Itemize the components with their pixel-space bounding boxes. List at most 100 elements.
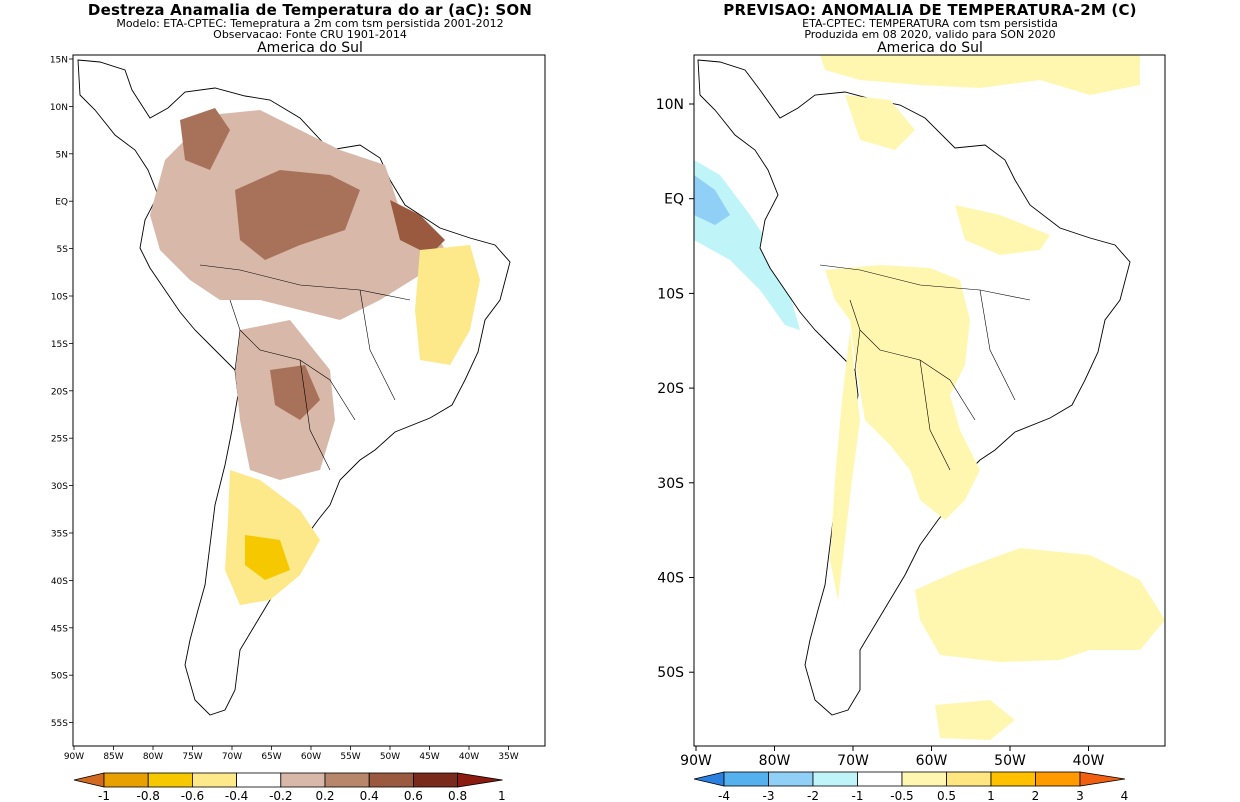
lat-tick-label: 45S — [51, 624, 68, 634]
anomaly-yellow-caribbean — [820, 55, 1140, 95]
lat-tick-label: 40S — [51, 577, 68, 587]
lat-tick-label: 15S — [51, 340, 68, 350]
right-map-content — [694, 55, 1165, 740]
anomaly-yellow-atlantic — [915, 548, 1165, 662]
lat-tick-label: 15N — [50, 56, 68, 66]
colorbar-swatch — [324, 772, 370, 788]
lon-tick-label: 40W — [459, 752, 479, 762]
skill-yellow-patagonia — [225, 470, 320, 605]
colorbar-swatch — [946, 771, 992, 787]
colorbar-label: 0.5 — [937, 789, 956, 802]
colorbar-label: -3 — [763, 789, 775, 802]
colorbar-swatch — [191, 772, 237, 788]
colorbar-swatch — [990, 771, 1036, 787]
lat-tick-label: 25S — [51, 435, 68, 445]
lat-tick-label: 10N — [50, 103, 68, 113]
anomaly-yellow-andes — [830, 330, 860, 600]
colorbar-swatch — [723, 771, 769, 787]
anomaly-blue-pacific — [694, 175, 730, 225]
colorbar-label: -0.2 — [269, 789, 292, 802]
skill-map-panel: Destreza Anamalia de Temperatura do ar (… — [50, 1, 546, 802]
colorbar-arrow-low — [73, 772, 105, 788]
lon-tick-label: 55W — [340, 752, 360, 762]
skill-dark-coast — [390, 200, 445, 255]
colorbar-arrow-low — [693, 771, 725, 787]
lat-tick-label: 5S — [57, 245, 69, 255]
lon-tick-label: 70W — [222, 752, 242, 762]
colorbar-label: 0.2 — [315, 789, 334, 802]
lon-tick-label: 80W — [143, 752, 163, 762]
right-region-label: America do Sul — [877, 40, 983, 56]
colorbar-label: 1 — [987, 789, 995, 802]
lat-tick-label: 30S — [657, 476, 684, 492]
skill-yellow-northeast — [415, 245, 480, 365]
left-map-svg: 15N 10N 5N EQ 5S 10S 15S 20S 25S 30S 35S 40S 45S 50S 5… — [50, 54, 546, 802]
colorbar-label: -0.8 — [136, 789, 159, 802]
country-borders — [199, 264, 411, 471]
right-subtitle-model: ETA-CPTEC: TEMPERATURA com tsm persistid… — [802, 17, 1058, 30]
left-map-frame — [72, 54, 546, 747]
lat-tick-label: 10N — [656, 97, 684, 113]
colorbar-label: 0.8 — [448, 789, 467, 802]
colorbar-swatch — [103, 772, 149, 788]
lon-tick-label: 75W — [182, 752, 202, 762]
left-subtitle-model: Modelo: ETA-CPTEC: Temepratura a 2m com … — [116, 17, 504, 30]
colorbar-label: -1 — [98, 789, 110, 802]
lon-tick-label: 70W — [837, 753, 869, 769]
lon-tick-label: 50W — [994, 753, 1026, 769]
colorbar-swatch — [412, 772, 458, 788]
lat-tick-label: 20S — [51, 387, 68, 397]
colorbar-swatch — [857, 771, 903, 787]
lon-tick-label: 45W — [419, 752, 439, 762]
skill-dark-nw — [180, 108, 230, 170]
lon-tick-label: 60W — [916, 753, 948, 769]
colorbar-label: 4 — [1121, 789, 1129, 802]
lat-tick-label: 35S — [51, 530, 68, 540]
colorbar-swatch — [147, 772, 193, 788]
lat-tick-label: 5N — [56, 150, 68, 160]
lat-tick-label: 50S — [51, 672, 68, 682]
lon-tick-label: 90W — [64, 752, 84, 762]
lat-tick-label: 40S — [657, 571, 684, 587]
right-title: PREVISAO: ANOMALIA DE TEMPERATURA-2M (C) — [723, 1, 1137, 19]
anomaly-yellow-amazon — [955, 205, 1050, 255]
colorbar-swatch — [768, 771, 814, 787]
lon-tick-label: 65W — [261, 752, 281, 762]
left-subtitle-observation: Observacao: Fonte CRU 1901-2014 — [213, 28, 407, 41]
forecast-map-panel: PREVISAO: ANOMALIA DE TEMPERATURA-2M (C)… — [620, 0, 1240, 802]
lat-tick-label: EQ — [664, 192, 684, 208]
colorbar-arrow-high — [1079, 771, 1126, 787]
colorbar-label: 2 — [1032, 789, 1040, 802]
colorbar-label: -1 — [852, 789, 864, 802]
right-colorbar: -4 -3 -2 -1 -0.5 0.5 1 2 3 4 — [693, 771, 1129, 802]
right-lon-axis: 90W 80W 70W 60W 50W 40W — [680, 746, 1104, 769]
lat-tick-label: 50S — [657, 665, 684, 681]
left-lat-axis: 15N 10N 5N EQ 5S 10S 15S 20S 25S 30S 35S 40S 45S 50S 5… — [50, 56, 73, 729]
left-region-label: America do Sul — [257, 40, 363, 56]
anomaly-yellow-venezuela — [845, 95, 915, 150]
left-lon-axis: 90W 85W 80W 75W 70W 65W 60W 55W 50W 45W 40W 35W — [64, 746, 519, 762]
colorbar-label: 3 — [1076, 789, 1084, 802]
lon-tick-label: 90W — [680, 753, 712, 769]
lat-tick-label: 10S — [51, 293, 68, 303]
skill-gold-patagonia — [245, 535, 290, 580]
lon-tick-label: 85W — [103, 752, 123, 762]
lon-tick-label: 80W — [759, 753, 791, 769]
left-colorbar: -1 -0.8 -0.6 -0.4 -0.2 0.2 0.4 0.6 0.8 1 — [73, 772, 506, 802]
colorbar-label: 1 — [498, 789, 506, 802]
right-lat-axis: 10N EQ 10S 20S 30S 40S 50S — [656, 97, 694, 681]
colorbar-label: -0.5 — [890, 789, 913, 802]
lat-tick-label: 55S — [51, 719, 68, 729]
lon-tick-label: 40W — [1073, 753, 1105, 769]
colorbar-swatch — [901, 771, 947, 787]
left-map-content — [77, 59, 511, 716]
colorbar-label: -0.4 — [225, 789, 248, 802]
colorbar-swatch — [812, 771, 858, 787]
skill-dark-chaco — [270, 365, 320, 420]
colorbar-label: 0.6 — [404, 789, 423, 802]
colorbar-label: 0.4 — [360, 789, 379, 802]
colorbar-label: -2 — [807, 789, 819, 802]
skill-dark-amazon — [235, 170, 360, 260]
right-subtitle-validity: Produzida em 08 2020, valido para SON 20… — [804, 28, 1056, 41]
colorbar-label: -0.6 — [181, 789, 204, 802]
